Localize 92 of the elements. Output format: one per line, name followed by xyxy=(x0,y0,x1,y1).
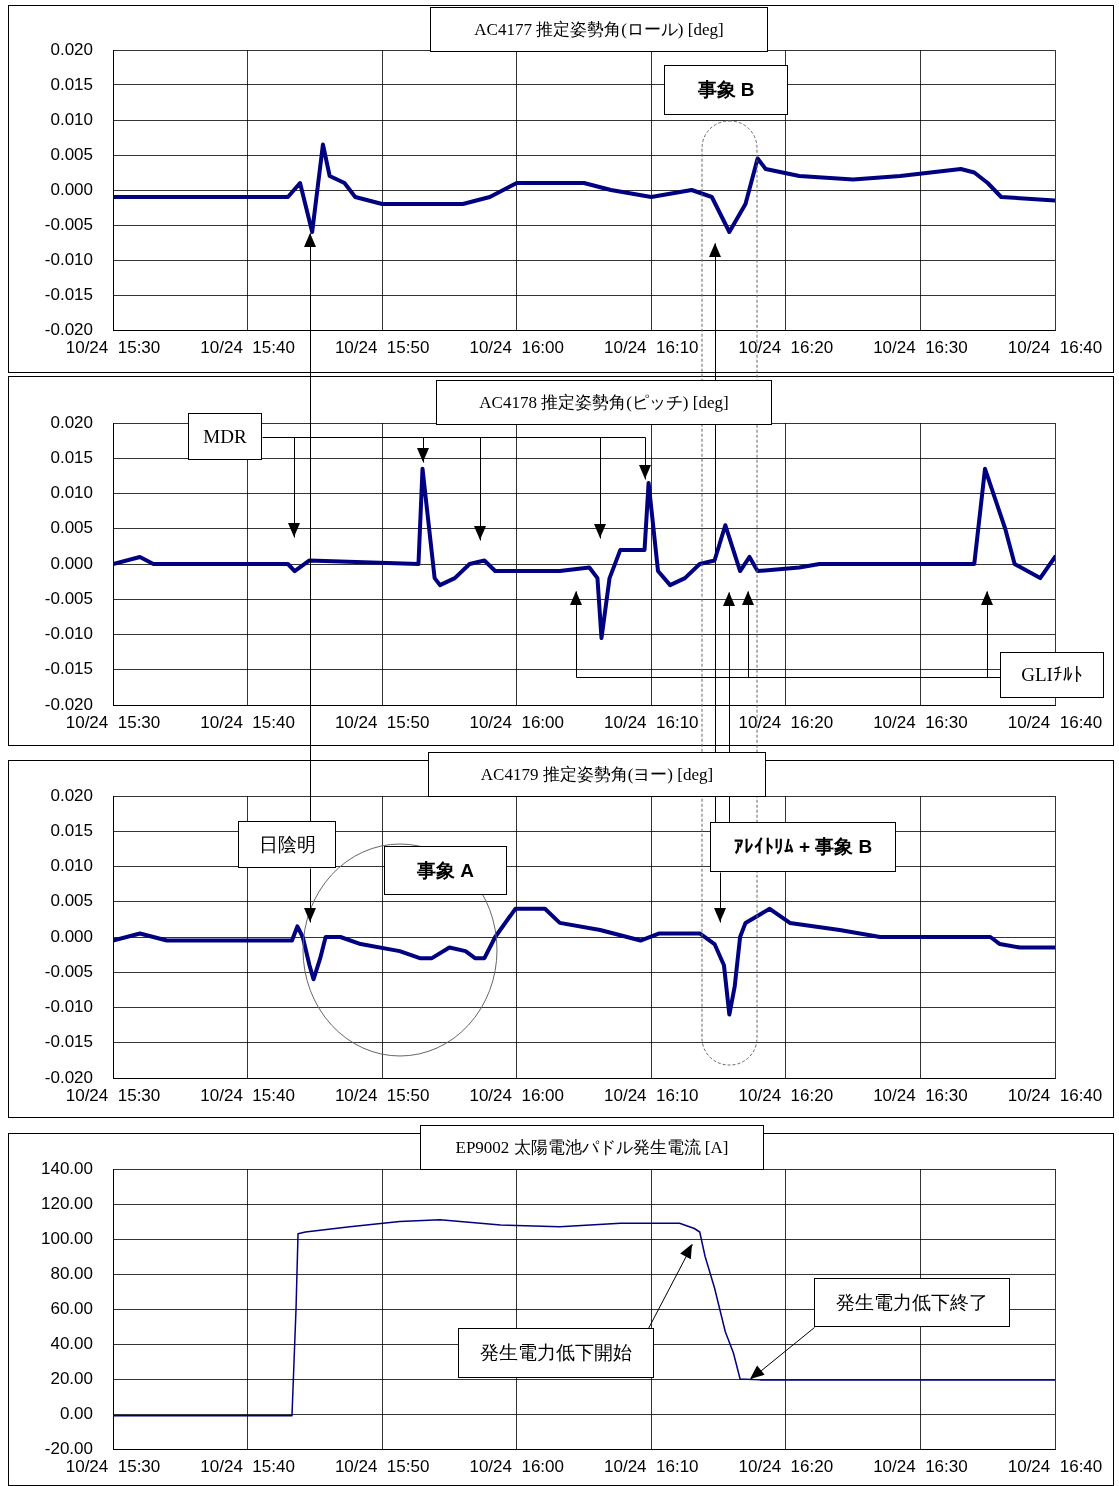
x-tick-label: 10/24 15:50 xyxy=(334,1085,430,1105)
x-tick-label: 10/24 16:10 xyxy=(604,1456,699,1476)
x-tick-label: 10/24 15:30 xyxy=(65,1085,161,1105)
text-frame: 発生電力低下開始 xyxy=(458,1328,654,1378)
y-tick-label: 0.000 xyxy=(50,926,93,946)
y-tick-label: -0.020 xyxy=(44,694,93,714)
chart-title: AC4178 推定姿勢角(ピッチ) [deg] xyxy=(479,392,729,414)
x-tick-label: 10/24 15:40 xyxy=(200,712,295,732)
x-tick-label: 10/24 15:50 xyxy=(334,1456,430,1476)
y-tick-label: 0.010 xyxy=(50,856,93,876)
x-tick-label: 10/24 15:40 xyxy=(200,1456,295,1476)
x-tick-label: 10/24 15:30 xyxy=(65,712,161,732)
annotation: MDR xyxy=(203,425,247,448)
annotation: 事象 A xyxy=(417,858,474,883)
x-tick-label: 10/24 15:30 xyxy=(65,337,161,357)
y-tick-label: 40.00 xyxy=(50,1333,93,1353)
x-tick-label: 10/24 16:20 xyxy=(738,1085,834,1105)
x-tick-label: 10/24 16:40 xyxy=(1007,337,1103,357)
y-tick-label: -0.010 xyxy=(44,249,93,269)
text-frame: 発生電力低下終了 xyxy=(814,1278,1010,1327)
y-tick-label: 0.020 xyxy=(50,412,93,432)
y-tick-label: 0.000 xyxy=(50,553,93,573)
text-frame: 事象 A xyxy=(384,846,507,895)
x-tick-label: 10/24 16:20 xyxy=(738,712,834,732)
y-tick-label: -0.005 xyxy=(44,961,93,981)
y-tick-label: 0.010 xyxy=(50,109,93,129)
x-tick-label: 10/24 16:00 xyxy=(469,712,564,732)
y-tick-label: 80.00 xyxy=(50,1263,93,1283)
x-tick-label: 10/24 16:40 xyxy=(1007,1085,1103,1105)
text-frame: ｱﾚｲﾄﾘﾑ + 事象 B xyxy=(710,822,896,872)
y-tick-label: -0.010 xyxy=(44,624,93,644)
y-tick-label: 0.015 xyxy=(50,820,93,840)
x-tick-label: 10/24 16:40 xyxy=(1007,1456,1103,1476)
y-tick-label: -0.005 xyxy=(44,214,93,234)
x-tick-label: 10/24 15:50 xyxy=(334,712,430,732)
x-tick-label: 10/24 16:10 xyxy=(604,712,699,732)
y-tick-label: -0.010 xyxy=(44,997,93,1017)
annotation: 発生電力低下開始 xyxy=(480,1341,632,1365)
chart-title: EP9002 太陽電池パドル発生電流 [A] xyxy=(455,1137,729,1159)
y-tick-label: 0.020 xyxy=(50,785,93,805)
y-tick-label: -20.00 xyxy=(44,1438,93,1458)
text-frame: EP9002 太陽電池パドル発生電流 [A] xyxy=(420,1125,764,1170)
annotation: GLIﾁﾙﾄ xyxy=(1021,664,1083,686)
y-tick-label: 60.00 xyxy=(50,1298,93,1318)
x-tick-label: 10/24 16:40 xyxy=(1007,712,1103,732)
y-tick-label: 0.005 xyxy=(50,891,93,911)
y-tick-label: 0.015 xyxy=(50,447,93,467)
x-tick-label: 10/24 16:30 xyxy=(873,1456,968,1476)
y-tick-label: 0.015 xyxy=(50,74,93,94)
x-tick-label: 10/24 16:30 xyxy=(873,1085,968,1105)
y-tick-label: 140.00 xyxy=(41,1158,93,1178)
x-tick-label: 10/24 16:00 xyxy=(469,1456,564,1476)
x-tick-label: 10/24 16:00 xyxy=(469,1085,564,1105)
text-frame: GLIﾁﾙﾄ xyxy=(1000,652,1104,698)
annotation: 日陰明 xyxy=(258,832,316,857)
y-tick-label: 0.00 xyxy=(59,1403,93,1423)
y-tick-label: 120.00 xyxy=(41,1193,93,1213)
y-tick-label: -0.015 xyxy=(44,284,93,304)
y-tick-label: 20.00 xyxy=(50,1368,93,1388)
text-frame: 事象 B xyxy=(664,65,788,115)
y-tick-label: 0.010 xyxy=(50,483,93,503)
x-tick-label: 10/24 16:20 xyxy=(738,1456,834,1476)
y-tick-label: -0.005 xyxy=(44,588,93,608)
text-frame: 日陰明 xyxy=(238,821,336,868)
x-tick-label: 10/24 16:10 xyxy=(604,337,699,357)
x-tick-label: 10/24 16:30 xyxy=(873,337,968,357)
text-frame: AC4178 推定姿勢角(ピッチ) [deg] xyxy=(436,380,772,425)
text-frame: AC4177 推定姿勢角(ロール) [deg] xyxy=(430,7,768,52)
chart-title: AC4177 推定姿勢角(ロール) [deg] xyxy=(474,19,724,41)
y-tick-label: -0.020 xyxy=(44,1067,93,1087)
annotation: 事象 B xyxy=(697,78,755,102)
text-frame: AC4179 推定姿勢角(ヨー) [deg] xyxy=(428,752,766,797)
y-tick-label: -0.015 xyxy=(44,659,93,679)
x-tick-label: 10/24 15:40 xyxy=(200,1085,295,1105)
annotation: 発生電力低下終了 xyxy=(836,1290,988,1315)
y-tick-label: -0.015 xyxy=(44,1032,93,1052)
annotation: ｱﾚｲﾄﾘﾑ + 事象 B xyxy=(733,835,873,859)
x-tick-label: 10/24 16:20 xyxy=(738,337,834,357)
y-tick-label: 0.005 xyxy=(50,518,93,538)
text-frame: MDR xyxy=(188,413,262,460)
y-tick-label: -0.020 xyxy=(44,319,93,339)
x-tick-label: 10/24 16:30 xyxy=(873,712,968,732)
chart-title: AC4179 推定姿勢角(ヨー) [deg] xyxy=(480,764,714,786)
x-tick-label: 10/24 15:40 xyxy=(200,337,295,357)
x-tick-label: 10/24 15:30 xyxy=(65,1456,161,1476)
y-tick-label: 0.020 xyxy=(50,39,93,59)
y-tick-label: 0.000 xyxy=(50,179,93,199)
y-tick-label: 0.005 xyxy=(50,144,93,164)
x-tick-label: 10/24 16:00 xyxy=(469,337,564,357)
y-tick-label: 100.00 xyxy=(41,1228,93,1248)
x-tick-label: 10/24 15:50 xyxy=(334,337,430,357)
x-tick-label: 10/24 16:10 xyxy=(604,1085,699,1105)
